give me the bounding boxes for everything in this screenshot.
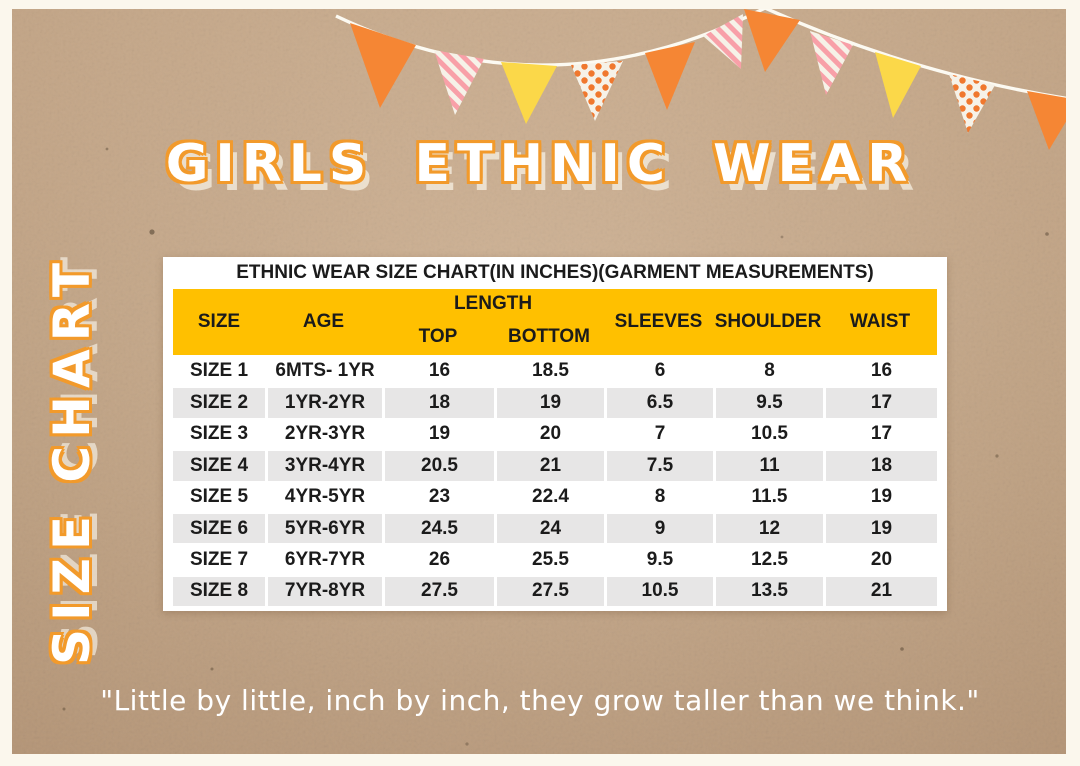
cell-waist: 17 [823, 419, 937, 450]
cell-shoulder: 11.5 [713, 482, 823, 512]
cell-length-top: 20.5 [382, 451, 494, 481]
cell-shoulder: 12.5 [713, 545, 823, 575]
cell-length-top: 24.5 [382, 513, 494, 544]
column-header-sleeves: SLEEVES [614, 311, 703, 332]
cell-length-bottom: 18.5 [494, 355, 604, 387]
cell-size: SIZE 5 [173, 482, 265, 512]
cell-waist: 19 [823, 513, 937, 544]
cell-age: 2YR-3YR [265, 419, 382, 450]
column-header-waist: WAIST [849, 311, 911, 332]
cell-age: 3YR-4YR [265, 451, 382, 481]
cell-waist: 21 [823, 576, 937, 607]
cell-length-top: 19 [382, 419, 494, 450]
cell-sleeves: 6.5 [604, 388, 713, 418]
cell-size: SIZE 8 [173, 576, 265, 607]
cell-sleeves: 9 [604, 513, 713, 544]
cell-age: 4YR-5YR [265, 482, 382, 512]
bunting-banner [0, 0, 1080, 215]
cell-shoulder: 12 [713, 513, 823, 544]
bunting-flag-pink-stripes [703, 14, 743, 69]
cell-age: 7YR-8YR [265, 576, 382, 607]
cell-size: SIZE 1 [173, 355, 265, 387]
cell-size: SIZE 4 [173, 451, 265, 481]
cell-length-top: 23 [382, 482, 494, 512]
cell-length-bottom: 27.5 [494, 576, 604, 607]
bunting-flag-yellow [875, 52, 921, 118]
cell-age: 6YR-7YR [265, 545, 382, 575]
column-header-length-bottom: BOTTOM [508, 326, 590, 347]
cell-sleeves: 10.5 [604, 576, 713, 607]
cell-age: 6MTS- 1YR [265, 355, 382, 387]
cell-length-top: 27.5 [382, 576, 494, 607]
table-row: SIZE 2 1YR-2YR 18 19 6.5 9.5 17 [173, 386, 937, 418]
bunting-flag-orange [350, 23, 416, 108]
column-header-size: SIZE [197, 311, 241, 332]
size-chart-table: ETHNIC WEAR SIZE CHART(IN INCHES)(GARMEN… [163, 257, 947, 612]
table-row: SIZE 6 5YR-6YR 24.5 24 9 12 19 [173, 511, 937, 544]
table-row: SIZE 5 4YR-5YR 23 22.4 8 11.5 19 [173, 480, 937, 512]
bunting-flag-orange [645, 42, 695, 110]
cell-length-bottom: 24 [494, 513, 604, 544]
cell-length-bottom: 25.5 [494, 545, 604, 575]
cell-shoulder: 9.5 [713, 388, 823, 418]
quote-text: "Little by little, inch by inch, they gr… [100, 684, 980, 717]
cell-length-bottom: 20 [494, 419, 604, 450]
column-header-length: LENGTH [453, 293, 533, 314]
cell-length-top: 18 [382, 388, 494, 418]
cell-shoulder: 11 [713, 451, 823, 481]
cell-waist: 18 [823, 451, 937, 481]
table-row: SIZE 3 2YR-3YR 19 20 7 10.5 17 [173, 417, 937, 450]
cell-age: 1YR-2YR [265, 388, 382, 418]
side-label-size-chart: SIZE CHART [43, 254, 101, 666]
cell-shoulder: 10.5 [713, 419, 823, 450]
column-header-length-top: TOP [418, 326, 458, 347]
column-header-shoulder: SHOULDER [714, 311, 822, 332]
poster-title: GIRLS ETHNIC WEAR [165, 134, 915, 194]
cell-sleeves: 8 [604, 482, 713, 512]
cell-size: SIZE 3 [173, 419, 265, 450]
bunting-flag-orange-dots [571, 61, 623, 121]
cell-length-bottom: 22.4 [494, 482, 604, 512]
column-header-age: AGE [302, 311, 345, 332]
cell-sleeves: 9.5 [604, 545, 713, 575]
cell-waist: 19 [823, 482, 937, 512]
cell-sleeves: 6 [604, 355, 713, 387]
cell-sleeves: 7 [604, 419, 713, 450]
cell-waist: 20 [823, 545, 937, 575]
bunting-flag-pink-stripes [434, 50, 484, 115]
cell-sleeves: 7.5 [604, 451, 713, 481]
bunting-flag-orange [744, 9, 800, 72]
cell-size: SIZE 7 [173, 545, 265, 575]
cell-shoulder: 13.5 [713, 576, 823, 607]
cell-length-bottom: 19 [494, 388, 604, 418]
cell-waist: 17 [823, 388, 937, 418]
cell-size: SIZE 6 [173, 513, 265, 544]
bunting-string-right [765, 8, 1080, 102]
cell-length-top: 26 [382, 545, 494, 575]
cell-age: 5YR-6YR [265, 513, 382, 544]
bunting-flag-yellow [501, 62, 557, 124]
table-row: SIZE 8 7YR-8YR 27.5 27.5 10.5 13.5 21 [173, 574, 937, 607]
cell-size: SIZE 2 [173, 388, 265, 418]
bunting-flag-pink-stripes [810, 31, 853, 95]
cell-shoulder: 8 [713, 355, 823, 387]
table-body: SIZE 1 6MTS- 1YR 16 18.5 6 8 16 SIZE 2 1… [173, 355, 937, 607]
table-row: SIZE 7 6YR-7YR 26 25.5 9.5 12.5 20 [173, 543, 937, 575]
table-row: SIZE 1 6MTS- 1YR 16 18.5 6 8 16 [173, 355, 937, 387]
cell-length-bottom: 21 [494, 451, 604, 481]
table-row: SIZE 4 3YR-4YR 20.5 21 7.5 11 18 [173, 449, 937, 481]
cell-waist: 16 [823, 355, 937, 387]
table-header-row: SIZE AGE LENGTH TOP BOTTOM SLEEVES SHOUL… [173, 289, 937, 355]
table-caption: ETHNIC WEAR SIZE CHART(IN INCHES)(GARMEN… [236, 262, 874, 283]
cell-length-top: 16 [382, 355, 494, 387]
bunting-flag-orange-dots [949, 74, 995, 133]
